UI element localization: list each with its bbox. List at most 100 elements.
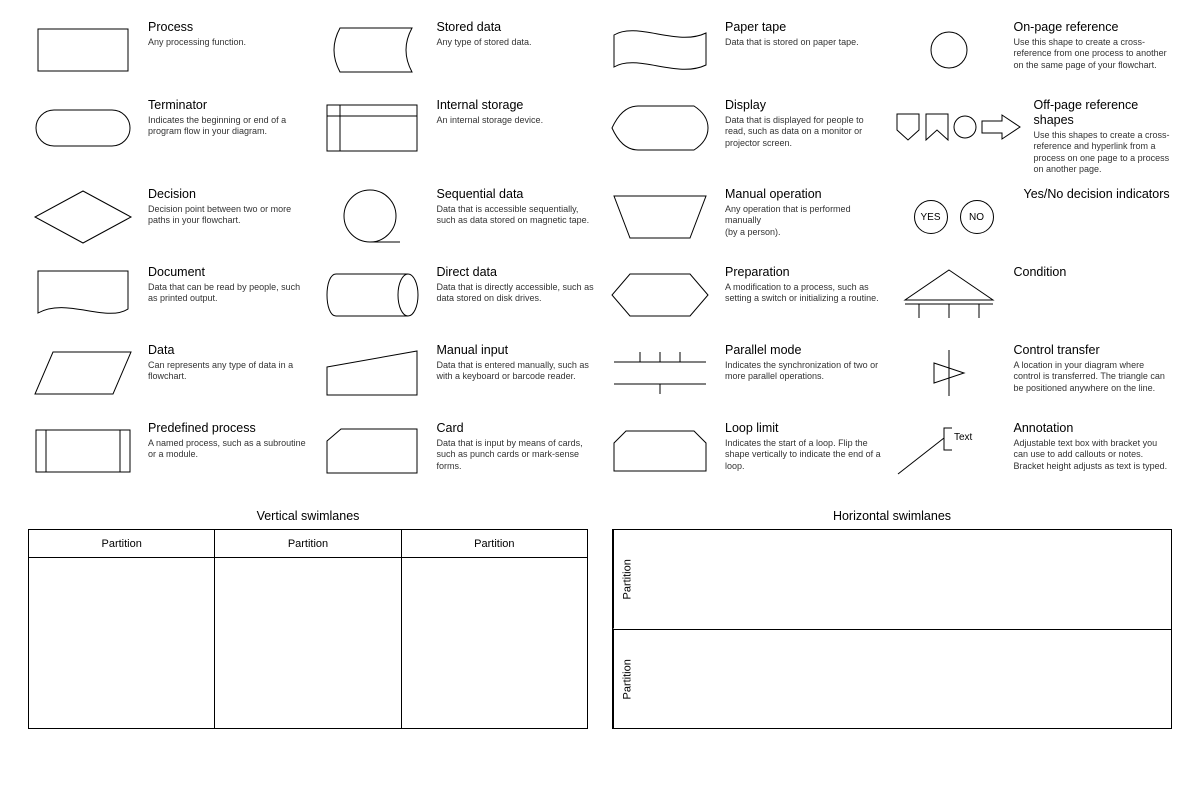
terminator-shape-icon bbox=[28, 98, 138, 158]
parallel-mode-shape-icon bbox=[605, 343, 715, 403]
paper-tape-title: Paper tape bbox=[725, 20, 884, 35]
sequential-data-shape-icon bbox=[317, 187, 427, 247]
control-transfer-title: Control transfer bbox=[1014, 343, 1173, 358]
on-page-reference-desc: Use this shape to create a cross-referen… bbox=[1014, 37, 1173, 71]
swimlanes-section: Vertical swimlanes Partition Partition P… bbox=[28, 509, 1172, 729]
predefined-process-desc: A named process, such as a subroutine or… bbox=[148, 438, 307, 461]
annotation-shape-icon: Text bbox=[894, 421, 1004, 481]
cell-manual-input: Manual input Data that is entered manual… bbox=[317, 343, 596, 409]
internal-storage-desc: An internal storage device. bbox=[437, 115, 596, 126]
cell-paper-tape: Paper tape Data that is stored on paper … bbox=[605, 20, 884, 86]
vertical-lane: Partition bbox=[215, 530, 401, 728]
vertical-swimlanes-title: Vertical swimlanes bbox=[28, 509, 588, 523]
horizontal-swimlanes-title: Horizontal swimlanes bbox=[612, 509, 1172, 523]
control-transfer-shape-icon bbox=[894, 343, 1004, 403]
document-desc: Data that can be read by people, such as… bbox=[148, 282, 307, 305]
cell-card: Card Data that is input by means of card… bbox=[317, 421, 596, 487]
cell-stored-data: Stored data Any type of stored data. bbox=[317, 20, 596, 86]
cell-terminator: Terminator Indicates the beginning or en… bbox=[28, 98, 307, 175]
shape-grid: Process Any processing function. Stored … bbox=[28, 20, 1172, 487]
cell-data: Data Can represents any type of data in … bbox=[28, 343, 307, 409]
cell-control-transfer: Control transfer A location in your diag… bbox=[894, 343, 1173, 409]
predefined-process-title: Predefined process bbox=[148, 421, 307, 436]
decision-shape-icon bbox=[28, 187, 138, 247]
data-shape-icon bbox=[28, 343, 138, 403]
horizontal-lane-head: Partition bbox=[613, 630, 641, 729]
horizontal-lane: Partition bbox=[613, 530, 1171, 630]
paper-tape-desc: Data that is stored on paper tape. bbox=[725, 37, 884, 48]
cell-yes-no: YES NO Yes/No decision indicators bbox=[894, 187, 1173, 253]
off-page-reference-desc: Use this shapes to create a cross-refere… bbox=[1034, 130, 1173, 175]
data-title: Data bbox=[148, 343, 307, 358]
vertical-lane-head: Partition bbox=[402, 530, 587, 558]
cell-direct-data: Direct data Data that is directly access… bbox=[317, 265, 596, 331]
document-shape-icon bbox=[28, 265, 138, 325]
cell-loop-limit: Loop limit Indicates the start of a loop… bbox=[605, 421, 884, 487]
cell-preparation: Preparation A modification to a process,… bbox=[605, 265, 884, 331]
no-indicator-icon: NO bbox=[960, 200, 994, 234]
parallel-mode-title: Parallel mode bbox=[725, 343, 884, 358]
manual-operation-title: Manual operation bbox=[725, 187, 884, 202]
data-desc: Can represents any type of data in a flo… bbox=[148, 360, 307, 383]
display-title: Display bbox=[725, 98, 884, 113]
yes-no-title: Yes/No decision indicators bbox=[1024, 187, 1173, 202]
horizontal-swimlanes-block: Horizontal swimlanes Partition Partition bbox=[612, 509, 1172, 729]
process-title: Process bbox=[148, 20, 307, 35]
process-desc: Any processing function. bbox=[148, 37, 307, 48]
terminator-title: Terminator bbox=[148, 98, 307, 113]
predefined-process-shape-icon bbox=[28, 421, 138, 481]
vertical-swimlanes-block: Vertical swimlanes Partition Partition P… bbox=[28, 509, 588, 729]
cell-parallel-mode: Parallel mode Indicates the synchronizat… bbox=[605, 343, 884, 409]
manual-input-shape-icon bbox=[317, 343, 427, 403]
vertical-swimlanes-diagram: Partition Partition Partition bbox=[28, 529, 588, 729]
cell-condition: Condition bbox=[894, 265, 1173, 331]
internal-storage-shape-icon bbox=[317, 98, 427, 158]
horizontal-lane-head: Partition bbox=[613, 530, 641, 629]
parallel-mode-desc: Indicates the synchronization of two or … bbox=[725, 360, 884, 383]
stored-data-title: Stored data bbox=[437, 20, 596, 35]
decision-desc: Decision point between two or more paths… bbox=[148, 204, 307, 227]
condition-shape-icon bbox=[894, 265, 1004, 325]
card-desc: Data that is input by means of cards, su… bbox=[437, 438, 596, 472]
vertical-lane: Partition bbox=[402, 530, 587, 728]
display-shape-icon bbox=[605, 98, 715, 158]
horizontal-swimlanes-diagram: Partition Partition bbox=[612, 529, 1172, 729]
on-page-reference-title: On-page reference bbox=[1014, 20, 1173, 35]
direct-data-shape-icon bbox=[317, 265, 427, 325]
yes-no-shape-icon: YES NO bbox=[894, 187, 1014, 247]
cell-off-page-reference: Off-page reference shapes Use this shape… bbox=[894, 98, 1173, 175]
cell-annotation: Text Annotation Adjustable text box with… bbox=[894, 421, 1173, 487]
document-title: Document bbox=[148, 265, 307, 280]
cell-decision: Decision Decision point between two or m… bbox=[28, 187, 307, 253]
cell-predefined-process: Predefined process A named process, such… bbox=[28, 421, 307, 487]
direct-data-desc: Data that is directly accessible, such a… bbox=[437, 282, 596, 305]
sequential-data-desc: Data that is accessible sequentially, su… bbox=[437, 204, 596, 227]
preparation-desc: A modification to a process, such as set… bbox=[725, 282, 884, 305]
control-transfer-desc: A location in your diagram where control… bbox=[1014, 360, 1173, 394]
terminator-desc: Indicates the beginning or end of a prog… bbox=[148, 115, 307, 138]
condition-title: Condition bbox=[1014, 265, 1173, 280]
manual-operation-desc: Any operation that is performed manually… bbox=[725, 204, 884, 238]
off-page-reference-title: Off-page reference shapes bbox=[1034, 98, 1173, 128]
manual-input-desc: Data that is entered manually, such as w… bbox=[437, 360, 596, 383]
loop-limit-shape-icon bbox=[605, 421, 715, 481]
preparation-shape-icon bbox=[605, 265, 715, 325]
sequential-data-title: Sequential data bbox=[437, 187, 596, 202]
display-desc: Data that is displayed for people to rea… bbox=[725, 115, 884, 149]
stored-data-desc: Any type of stored data. bbox=[437, 37, 596, 48]
cell-on-page-reference: On-page reference Use this shape to crea… bbox=[894, 20, 1173, 86]
yes-indicator-icon: YES bbox=[914, 200, 948, 234]
cell-document: Document Data that can be read by people… bbox=[28, 265, 307, 331]
manual-operation-shape-icon bbox=[605, 187, 715, 247]
internal-storage-title: Internal storage bbox=[437, 98, 596, 113]
stored-data-shape-icon bbox=[317, 20, 427, 80]
annotation-title: Annotation bbox=[1014, 421, 1173, 436]
on-page-reference-shape-icon bbox=[894, 20, 1004, 80]
horizontal-lane: Partition bbox=[613, 630, 1171, 729]
loop-limit-title: Loop limit bbox=[725, 421, 884, 436]
cell-process: Process Any processing function. bbox=[28, 20, 307, 86]
cell-internal-storage: Internal storage An internal storage dev… bbox=[317, 98, 596, 175]
annotation-text-label: Text bbox=[954, 432, 973, 443]
direct-data-title: Direct data bbox=[437, 265, 596, 280]
vertical-lane: Partition bbox=[29, 530, 215, 728]
